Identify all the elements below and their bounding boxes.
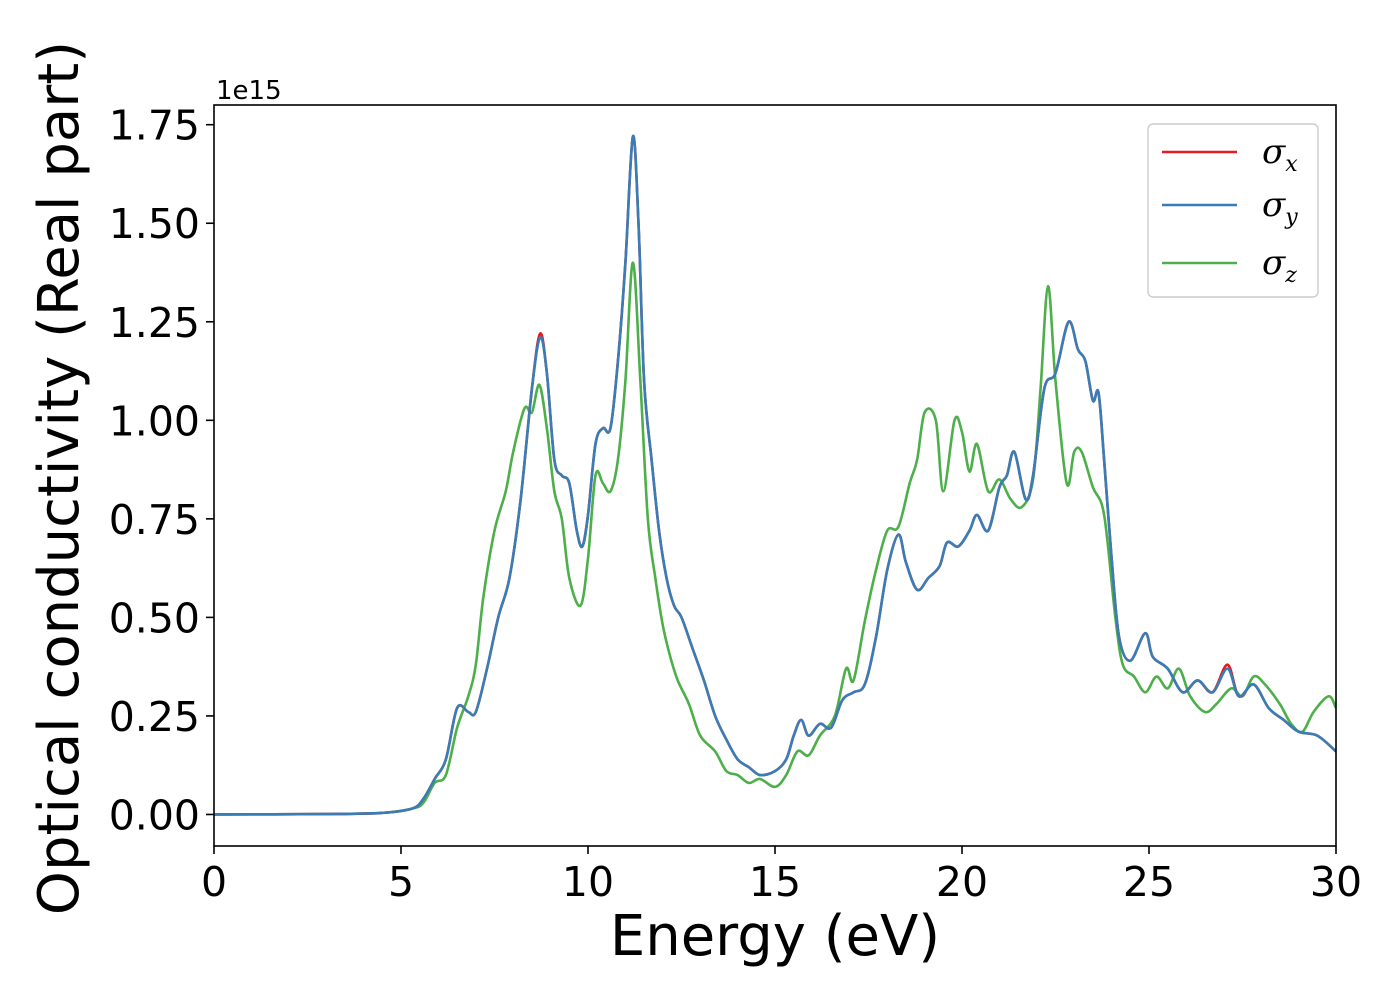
x-tick-label: 30 (1310, 858, 1362, 906)
x-axis: 0 5 10 15 20 25 30 (201, 846, 1362, 906)
x-axis-label: Energy (eV) (610, 904, 940, 969)
x-tick-label: 15 (749, 858, 801, 906)
legend-box (1147, 123, 1319, 298)
x-tick-label: 5 (388, 858, 414, 906)
x-tick-label: 20 (936, 858, 988, 906)
y-offset-label: 1e15 (216, 76, 282, 106)
y-axis-label: Optical conductivity (Real part) (27, 41, 92, 915)
y-tick-label: 1.50 (109, 200, 200, 248)
y-tick-label: 1.25 (109, 299, 200, 347)
legend-label-sigma-x: σx (1262, 132, 1298, 177)
y-tick-label: 0.50 (109, 594, 200, 642)
x-tick-label: 0 (201, 858, 227, 906)
legend: σx σy σz (1147, 123, 1319, 298)
legend-label-sigma-y: σy (1262, 185, 1298, 230)
series-line-sigma-y (214, 134, 1336, 816)
series-line-sigma-z (214, 261, 1336, 816)
y-axis: 0.00 0.25 0.50 0.75 1.00 1.25 1.50 1.75 (109, 102, 214, 839)
x-tick-label: 10 (562, 858, 614, 906)
series-layer (214, 134, 1336, 816)
x-tick-label: 25 (1123, 858, 1175, 906)
legend-label-sigma-z: σz (1262, 243, 1297, 288)
y-tick-label: 1.00 (109, 397, 200, 445)
y-tick-label: 1.75 (109, 102, 200, 150)
y-tick-label: 0.75 (109, 496, 200, 544)
y-tick-label: 0.00 (109, 791, 200, 839)
y-tick-label: 0.25 (109, 693, 200, 741)
